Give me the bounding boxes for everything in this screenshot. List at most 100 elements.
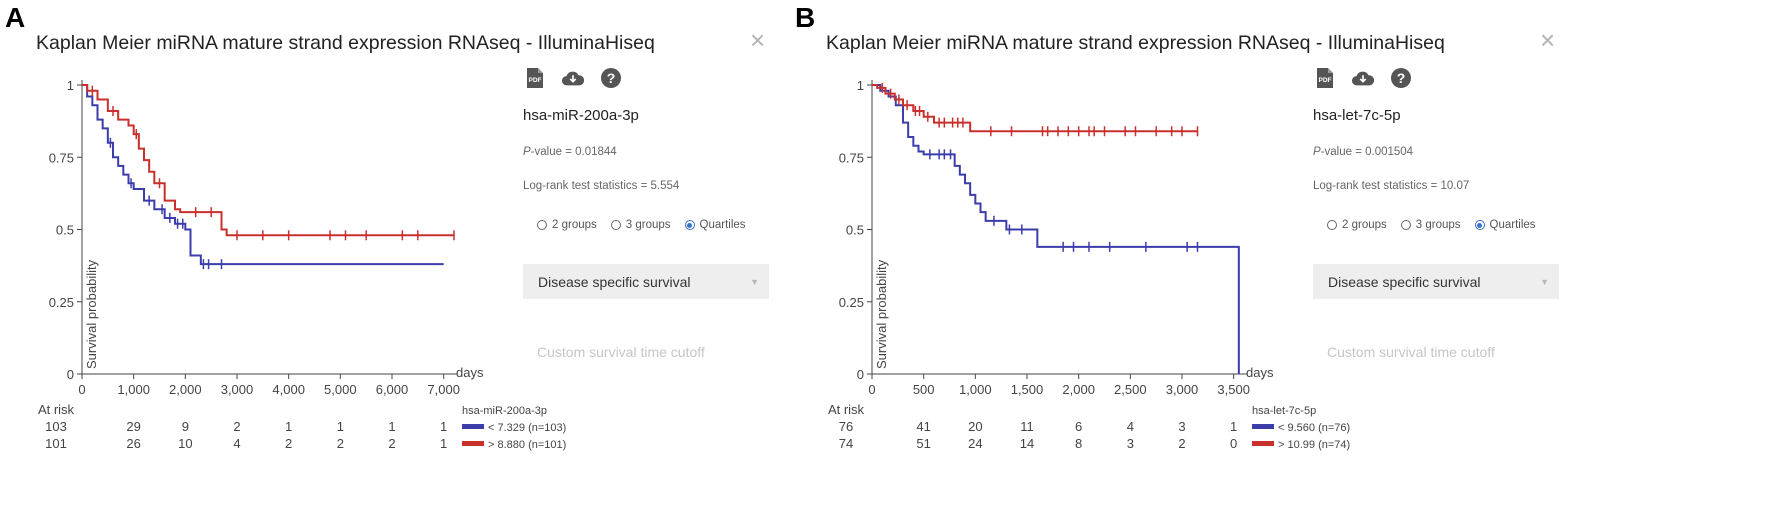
custom-cutoff-link[interactable]: Custom survival time cutoff xyxy=(537,344,705,360)
x-axis-label: days xyxy=(1246,365,1274,380)
x-tick-label: 2,500 xyxy=(1114,382,1147,397)
svg-text:?: ? xyxy=(607,70,616,86)
pdf-icon[interactable]: PDF xyxy=(523,66,547,90)
panel-b: B Kaplan Meier miRNA mature strand expre… xyxy=(790,0,1576,519)
x-tick-label: 2,000 xyxy=(169,382,202,397)
p-value-text: -value = 0.001504 xyxy=(1320,146,1414,158)
at-risk-value: 76 xyxy=(839,419,853,434)
at-risk-value: 6 xyxy=(1075,419,1082,434)
legend-entry: < 7.329 (n=103) xyxy=(488,422,566,434)
legend-swatch xyxy=(462,441,484,446)
survival-type-select[interactable]: Disease specific survival ▼ xyxy=(1313,264,1559,299)
x-tick-label: 0 xyxy=(78,382,85,397)
survival-curve xyxy=(82,84,454,237)
radio-3-groups[interactable]: 3 groups xyxy=(610,219,671,231)
at-risk-value: 103 xyxy=(45,419,67,434)
at-risk-value: 1 xyxy=(285,419,292,434)
x-tick-label: 3,000 xyxy=(221,382,254,397)
survival-type-select[interactable]: Disease specific survival ▼ xyxy=(523,264,769,299)
x-tick-label: 1,500 xyxy=(1011,382,1044,397)
at-risk-label: At risk xyxy=(38,402,75,417)
close-icon[interactable]: × xyxy=(1540,25,1556,55)
at-risk-value: 3 xyxy=(1178,419,1185,434)
legend-title: hsa-let-7c-5p xyxy=(1252,405,1316,417)
at-risk-value: 1 xyxy=(440,419,447,434)
survival-type-value: Disease specific survival xyxy=(538,273,691,290)
p-value-symbol: P xyxy=(523,146,531,158)
radio-button[interactable] xyxy=(684,220,695,230)
gene-name: hsa-miR-200a-3p xyxy=(523,107,639,124)
at-risk-value: 2 xyxy=(233,419,240,434)
cloud-download-icon[interactable] xyxy=(561,66,585,90)
log-rank-statistic: Log-rank test statistics = 10.07 xyxy=(1313,180,1470,192)
x-tick-label: 7,000 xyxy=(427,382,460,397)
at-risk-value: 1 xyxy=(1230,419,1237,434)
radio-3-groups[interactable]: 3 groups xyxy=(1400,219,1461,231)
survival-curve xyxy=(872,84,1240,374)
chart-title: Kaplan Meier miRNA mature strand express… xyxy=(36,32,655,54)
y-tick-label: 0.75 xyxy=(49,150,74,165)
radio-button[interactable] xyxy=(610,220,621,230)
p-value: P-value = 0.001504 xyxy=(1313,146,1413,158)
legend-entry: > 10.99 (n=74) xyxy=(1278,439,1350,451)
radio-2-groups[interactable]: 2 groups xyxy=(537,219,597,231)
p-value-text: -value = 0.01844 xyxy=(530,146,617,158)
y-tick-label: 1 xyxy=(67,78,74,93)
x-tick-label: 1,000 xyxy=(117,382,150,397)
radio-button[interactable] xyxy=(537,220,547,230)
at-risk-value: 0 xyxy=(1230,436,1237,451)
legend-entry: > 8.880 (n=101) xyxy=(488,439,566,451)
panel-a: A Kaplan Meier miRNA mature strand expre… xyxy=(0,0,786,519)
y-tick-label: 0.5 xyxy=(56,223,74,238)
custom-cutoff-link[interactable]: Custom survival time cutoff xyxy=(1327,344,1495,360)
pdf-icon[interactable]: PDF xyxy=(1313,66,1337,90)
at-risk-value: 26 xyxy=(126,436,140,451)
radio-label: Quartiles xyxy=(1489,219,1536,231)
x-tick-label: 3,500 xyxy=(1217,382,1250,397)
at-risk-value: 3 xyxy=(1127,436,1134,451)
at-risk-value: 2 xyxy=(388,436,395,451)
at-risk-value: 1 xyxy=(440,436,447,451)
y-tick-label: 0 xyxy=(67,367,74,382)
y-axis-label: Survival probability xyxy=(84,259,99,369)
p-value-symbol: P xyxy=(1313,146,1321,158)
x-tick-label: 500 xyxy=(913,382,935,397)
at-risk-value: 8 xyxy=(1075,436,1082,451)
legend-swatch xyxy=(1252,441,1274,446)
at-risk-value: 2 xyxy=(285,436,292,451)
p-value: P-value = 0.01844 xyxy=(523,146,617,158)
cloud-download-icon[interactable] xyxy=(1351,66,1375,90)
radio-button[interactable] xyxy=(1327,220,1337,230)
at-risk-value: 11 xyxy=(1020,419,1034,434)
legend-swatch xyxy=(462,424,484,429)
chart-title: Kaplan Meier miRNA mature strand express… xyxy=(826,32,1445,54)
help-icon[interactable]: ? xyxy=(599,66,623,90)
log-rank-statistic: Log-rank test statistics = 5.554 xyxy=(523,180,680,192)
y-tick-label: 0.25 xyxy=(49,295,74,310)
x-tick-label: 1,000 xyxy=(959,382,992,397)
svg-text:PDF: PDF xyxy=(529,77,542,84)
close-icon[interactable]: × xyxy=(750,25,766,55)
at-risk-value: 101 xyxy=(45,436,67,451)
grouping-radio-group: 2 groups 3 groups Quartiles xyxy=(537,219,746,231)
x-tick-label: 5,000 xyxy=(324,382,357,397)
at-risk-value: 14 xyxy=(1020,436,1034,451)
survival-curve xyxy=(82,84,444,266)
radio-label: 2 groups xyxy=(1342,219,1387,231)
at-risk-value: 29 xyxy=(126,419,140,434)
help-icon[interactable]: ? xyxy=(1389,66,1413,90)
at-risk-value: 4 xyxy=(1127,419,1134,434)
legend-title: hsa-miR-200a-3p xyxy=(462,405,547,417)
radio-quartiles[interactable]: Quartiles xyxy=(1474,219,1536,231)
x-tick-label: 2,000 xyxy=(1062,382,1095,397)
toolbar: PDF ? xyxy=(523,66,623,90)
x-axis-label: days xyxy=(456,365,484,380)
radio-quartiles[interactable]: Quartiles xyxy=(684,219,746,231)
grouping-radio-group: 2 groups 3 groups Quartiles xyxy=(1327,219,1536,231)
radio-button[interactable] xyxy=(1474,220,1485,230)
at-risk-value: 41 xyxy=(916,419,930,434)
radio-2-groups[interactable]: 2 groups xyxy=(1327,219,1387,231)
radio-button[interactable] xyxy=(1400,220,1411,230)
panel-letter: B xyxy=(795,2,816,33)
at-risk-value: 2 xyxy=(337,436,344,451)
